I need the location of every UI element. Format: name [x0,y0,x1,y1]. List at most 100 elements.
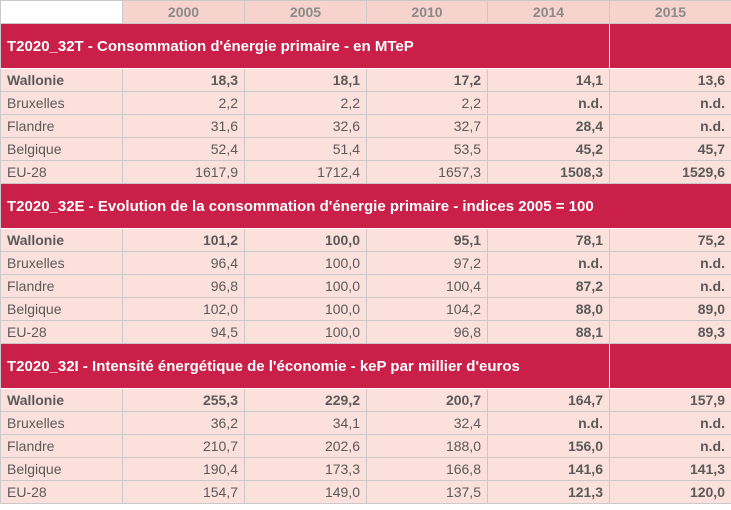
section-title: T2020_32E - Evolution de la consommation… [0,183,731,229]
value-cell: 18,3 [122,68,245,92]
value-cell: n.d. [609,251,731,275]
value-cell: 88,0 [487,297,610,321]
region-label: Wallonie [0,388,123,412]
region-label: Bruxelles [0,91,123,115]
value-cell: 255,3 [122,388,245,412]
value-cell: n.d. [609,434,731,458]
value-cell: 51,4 [244,137,367,161]
value-cell: 100,0 [244,228,367,252]
value-cell: 210,7 [122,434,245,458]
value-cell: 17,2 [366,68,488,92]
value-cell: 89,3 [609,320,731,344]
value-cell: 45,7 [609,137,731,161]
table-row: Bruxelles 2,2 2,2 2,2 n.d. n.d. [0,91,731,115]
region-label: Bruxelles [0,251,123,275]
value-cell: 190,4 [122,457,245,481]
value-cell: 120,0 [609,480,731,504]
table-row: Flandre 96,8 100,0 100,4 87,2 n.d. [0,274,731,298]
value-cell: 229,2 [244,388,367,412]
region-label: Wallonie [0,228,123,252]
value-cell: 32,4 [366,411,488,435]
region-label: EU-28 [0,480,123,504]
value-cell: 1657,3 [366,160,488,184]
value-cell: 2,2 [366,91,488,115]
value-cell: 157,9 [609,388,731,412]
year-header-row: 2000 2005 2010 2014 2015 [0,0,731,24]
table-row: Flandre 31,6 32,6 32,7 28,4 n.d. [0,114,731,138]
value-cell: 97,2 [366,251,488,275]
value-cell: 28,4 [487,114,610,138]
table-row: Wallonie 255,3 229,2 200,7 164,7 157,9 [0,388,731,412]
value-cell: 32,7 [366,114,488,138]
region-label: Flandre [0,434,123,458]
value-cell: 78,1 [487,228,610,252]
section-title: T2020_32T - Consommation d'énergie prima… [0,23,610,69]
table-row: Bruxelles 96,4 100,0 97,2 n.d. n.d. [0,251,731,275]
value-cell: 18,1 [244,68,367,92]
value-cell: 166,8 [366,457,488,481]
year-header-2005: 2005 [244,0,367,24]
table-row: Belgique 52,4 51,4 53,5 45,2 45,7 [0,137,731,161]
value-cell: 94,5 [122,320,245,344]
value-cell: n.d. [487,91,610,115]
table-row: Belgique 102,0 100,0 104,2 88,0 89,0 [0,297,731,321]
value-cell: 100,0 [244,320,367,344]
value-cell: n.d. [609,411,731,435]
value-cell: n.d. [609,91,731,115]
header-corner-cell [0,0,123,24]
value-cell: 32,6 [244,114,367,138]
value-cell: 87,2 [487,274,610,298]
year-header-2015: 2015 [609,0,731,24]
value-cell: 34,1 [244,411,367,435]
value-cell: 100,0 [244,297,367,321]
region-label: Belgique [0,297,123,321]
value-cell: 188,0 [366,434,488,458]
value-cell: 31,6 [122,114,245,138]
table-row: Flandre 210,7 202,6 188,0 156,0 n.d. [0,434,731,458]
table-row: EU-28 94,5 100,0 96,8 88,1 89,3 [0,320,731,344]
value-cell: 2,2 [122,91,245,115]
table-row: Bruxelles 36,2 34,1 32,4 n.d. n.d. [0,411,731,435]
value-cell: 149,0 [244,480,367,504]
table-row: EU-28 1617,9 1712,4 1657,3 1508,3 1529,6 [0,160,731,184]
value-cell: 88,1 [487,320,610,344]
value-cell: 202,6 [244,434,367,458]
value-cell: 52,4 [122,137,245,161]
value-cell: n.d. [487,411,610,435]
section-header-evolution: T2020_32E - Evolution de la consommation… [0,183,731,229]
region-label: Wallonie [0,68,123,92]
value-cell: 121,3 [487,480,610,504]
value-cell: 154,7 [122,480,245,504]
year-header-2010: 2010 [366,0,488,24]
region-label: Bruxelles [0,411,123,435]
region-label: Flandre [0,274,123,298]
value-cell: 104,2 [366,297,488,321]
year-header-2000: 2000 [122,0,245,24]
value-cell: 36,2 [122,411,245,435]
table-row: Wallonie 101,2 100,0 95,1 78,1 75,2 [0,228,731,252]
region-label: Belgique [0,457,123,481]
table-row: EU-28 154,7 149,0 137,5 121,3 120,0 [0,480,731,504]
value-cell: 173,3 [244,457,367,481]
value-cell: n.d. [609,274,731,298]
table-row: Belgique 190,4 173,3 166,8 141,6 141,3 [0,457,731,481]
region-label: EU-28 [0,160,123,184]
value-cell: 75,2 [609,228,731,252]
value-cell: 100,0 [244,251,367,275]
value-cell: 1712,4 [244,160,367,184]
value-cell: 96,8 [366,320,488,344]
value-cell: 45,2 [487,137,610,161]
value-cell: 13,6 [609,68,731,92]
value-cell: 200,7 [366,388,488,412]
value-cell: 14,1 [487,68,610,92]
value-cell: 95,1 [366,228,488,252]
value-cell: 141,3 [609,457,731,481]
value-cell: 1508,3 [487,160,610,184]
section-band-end [609,343,731,389]
value-cell: 96,4 [122,251,245,275]
table-row: Wallonie 18,3 18,1 17,2 14,1 13,6 [0,68,731,92]
value-cell: 137,5 [366,480,488,504]
year-header-2014: 2014 [487,0,610,24]
value-cell: 89,0 [609,297,731,321]
